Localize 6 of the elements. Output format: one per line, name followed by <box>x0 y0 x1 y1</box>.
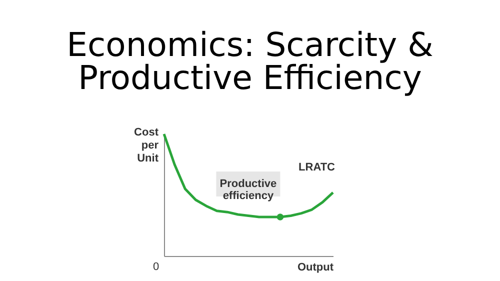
series-label: LRATC <box>298 162 336 174</box>
text: 0 <box>152 261 160 273</box>
annotation: Productive efficiency <box>220 178 277 202</box>
y-axis-title: Cost per Unit <box>134 126 160 164</box>
x-axis-title: Output <box>297 262 334 274</box>
chart-title: Economics: Scarcity & Productive Efficiency <box>66 25 434 97</box>
